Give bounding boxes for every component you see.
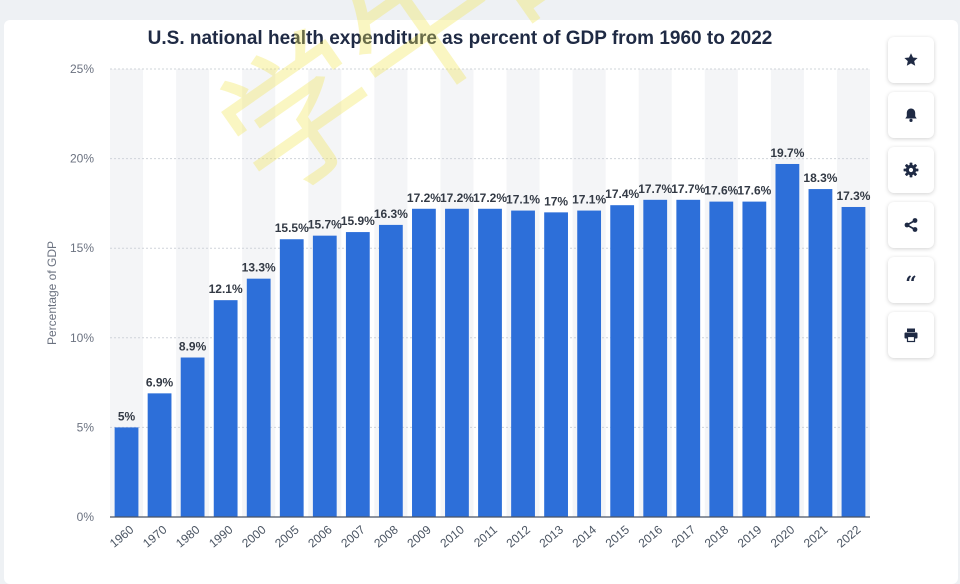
y-tick-label: 15% <box>70 241 94 255</box>
cite-button[interactable]: “ <box>888 257 934 303</box>
chart-title: U.S. national health expenditure as perc… <box>147 28 773 49</box>
bars <box>114 163 866 518</box>
x-tick-label: 2011 <box>471 522 500 550</box>
y-tick-label: 0% <box>77 510 95 524</box>
x-tick-label: 2022 <box>834 522 864 550</box>
data-label: 17.6% <box>704 184 738 198</box>
data-label: 17.3% <box>836 189 870 203</box>
bar[interactable] <box>643 199 668 518</box>
data-label: 17% <box>544 194 568 208</box>
x-tick-label: 2008 <box>371 522 401 550</box>
data-label: 8.9% <box>179 340 207 354</box>
data-labels: 5% 6.9% 8.9% 12.1% 13.3% 15.5% 15.7% 15.9%16.3%… <box>118 146 871 423</box>
bell-icon <box>905 108 917 122</box>
x-tick-label: 2020 <box>768 522 798 550</box>
x-tick-label: 2015 <box>603 522 633 550</box>
x-tick-label: 1990 <box>206 522 236 550</box>
data-label: 15.7% <box>308 218 342 232</box>
x-tick-label: 2012 <box>504 522 534 550</box>
bar[interactable] <box>246 278 271 517</box>
data-label: 17.2% <box>473 191 507 205</box>
printer-icon <box>904 328 918 343</box>
data-label: 17.6% <box>737 184 771 198</box>
bar[interactable] <box>378 224 403 518</box>
data-label: 15.9% <box>341 214 375 228</box>
print-button[interactable] <box>888 312 934 358</box>
y-tick-label: 10% <box>70 331 94 345</box>
y-tick-label: 20% <box>70 152 94 166</box>
data-label: 17.1% <box>506 193 540 207</box>
data-label: 17.4% <box>605 187 639 201</box>
data-label: 19.7% <box>770 146 804 160</box>
share-icon <box>904 218 918 232</box>
y-tick-label: 25% <box>70 62 94 76</box>
share-button[interactable] <box>888 202 934 248</box>
data-label: 5% <box>118 409 136 423</box>
bar[interactable] <box>742 201 767 517</box>
quote-icon: “ <box>905 271 917 295</box>
bar[interactable] <box>114 427 139 517</box>
data-label: 13.3% <box>242 261 276 275</box>
gear-icon <box>903 162 919 178</box>
bar[interactable] <box>841 206 866 517</box>
data-label: 17.1% <box>572 193 606 207</box>
bar[interactable] <box>412 208 436 517</box>
data-label: 6.9% <box>146 375 174 389</box>
x-tick-label: 2000 <box>239 522 269 550</box>
x-tick-label: 2019 <box>735 522 765 550</box>
settings-button[interactable] <box>888 147 934 193</box>
bar[interactable] <box>577 210 602 517</box>
x-tick-label: 2017 <box>669 522 699 550</box>
data-label: 15.5% <box>275 221 309 235</box>
bar[interactable] <box>610 205 635 517</box>
favorite-button[interactable] <box>888 37 934 83</box>
x-tick-label: 1960 <box>107 522 137 550</box>
bar[interactable] <box>511 210 535 517</box>
bar[interactable] <box>312 235 337 517</box>
x-tick-label: 2014 <box>570 522 600 550</box>
data-label: 17.2% <box>407 191 441 205</box>
bar-chart: 0% 5% 10% 15% 20% 25% 5% 6.9% 8.9% 12.1% 13.3% 15.… <box>45 62 871 550</box>
bar[interactable] <box>544 212 568 518</box>
y-axis-label: Percentage of GDP <box>45 241 59 345</box>
bar[interactable] <box>676 199 701 518</box>
tool-sidebar: “ <box>888 37 934 367</box>
data-label: 17.7% <box>671 182 705 196</box>
x-tick-label: 2018 <box>702 522 732 550</box>
x-tick-label: 2006 <box>305 522 335 550</box>
bar[interactable] <box>445 208 469 517</box>
x-tick-label: 2016 <box>636 522 666 550</box>
y-tick-label: 5% <box>77 420 95 434</box>
x-tick-label: 2021 <box>801 522 831 550</box>
y-axis-ticks: 0% 5% 10% 15% 20% 25% <box>70 62 94 524</box>
x-tick-label: 2013 <box>537 522 567 550</box>
bar[interactable] <box>213 300 238 517</box>
data-label: 17.7% <box>638 182 672 196</box>
bar[interactable] <box>345 232 370 517</box>
x-tick-label: 1980 <box>173 522 203 550</box>
bar[interactable] <box>808 189 833 517</box>
x-tick-label: 2005 <box>272 522 302 550</box>
bar[interactable] <box>147 393 172 517</box>
notification-button[interactable] <box>888 92 934 138</box>
bar[interactable] <box>478 208 502 517</box>
x-tick-label: 2009 <box>404 522 434 550</box>
x-tick-label: 2007 <box>338 522 368 550</box>
data-label: 17.2% <box>440 191 474 205</box>
x-axis-ticks: 1960 1970 1980 1990 2000 2005 2006 2007 2008 2009… <box>107 522 864 550</box>
data-label: 16.3% <box>374 207 408 221</box>
bar[interactable] <box>279 239 304 518</box>
data-label: 12.1% <box>209 282 243 296</box>
bar[interactable] <box>775 163 800 517</box>
x-tick-label: 2010 <box>437 522 467 550</box>
data-label: 18.3% <box>803 171 837 185</box>
star-icon <box>904 53 918 66</box>
x-tick-label: 1970 <box>140 522 170 550</box>
bar[interactable] <box>709 201 734 517</box>
bar[interactable] <box>180 357 205 517</box>
